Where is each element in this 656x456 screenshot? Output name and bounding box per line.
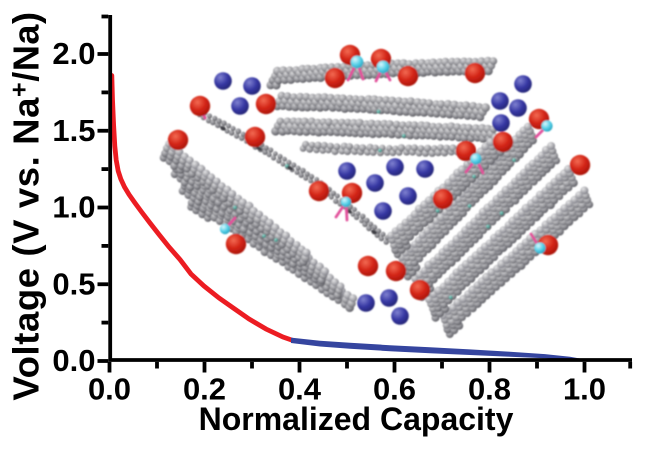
- svg-text:2.0: 2.0: [52, 36, 95, 71]
- svg-text:1.0: 1.0: [52, 190, 95, 225]
- svg-text:0.6: 0.6: [373, 372, 416, 407]
- svg-text:0.2: 0.2: [183, 372, 226, 407]
- svg-text:Normalized Capacity: Normalized Capacity: [199, 401, 514, 437]
- svg-text:Voltage (V vs. Na+/Na): Voltage (V vs. Na+/Na): [6, 11, 47, 400]
- svg-text:0.4: 0.4: [278, 372, 322, 407]
- svg-text:1.0: 1.0: [563, 372, 606, 407]
- svg-text:0.0: 0.0: [88, 372, 131, 407]
- svg-text:0.5: 0.5: [52, 266, 95, 301]
- svg-text:1.5: 1.5: [52, 113, 95, 148]
- svg-text:0.8: 0.8: [468, 372, 511, 407]
- svg-text:0.0: 0.0: [52, 343, 95, 378]
